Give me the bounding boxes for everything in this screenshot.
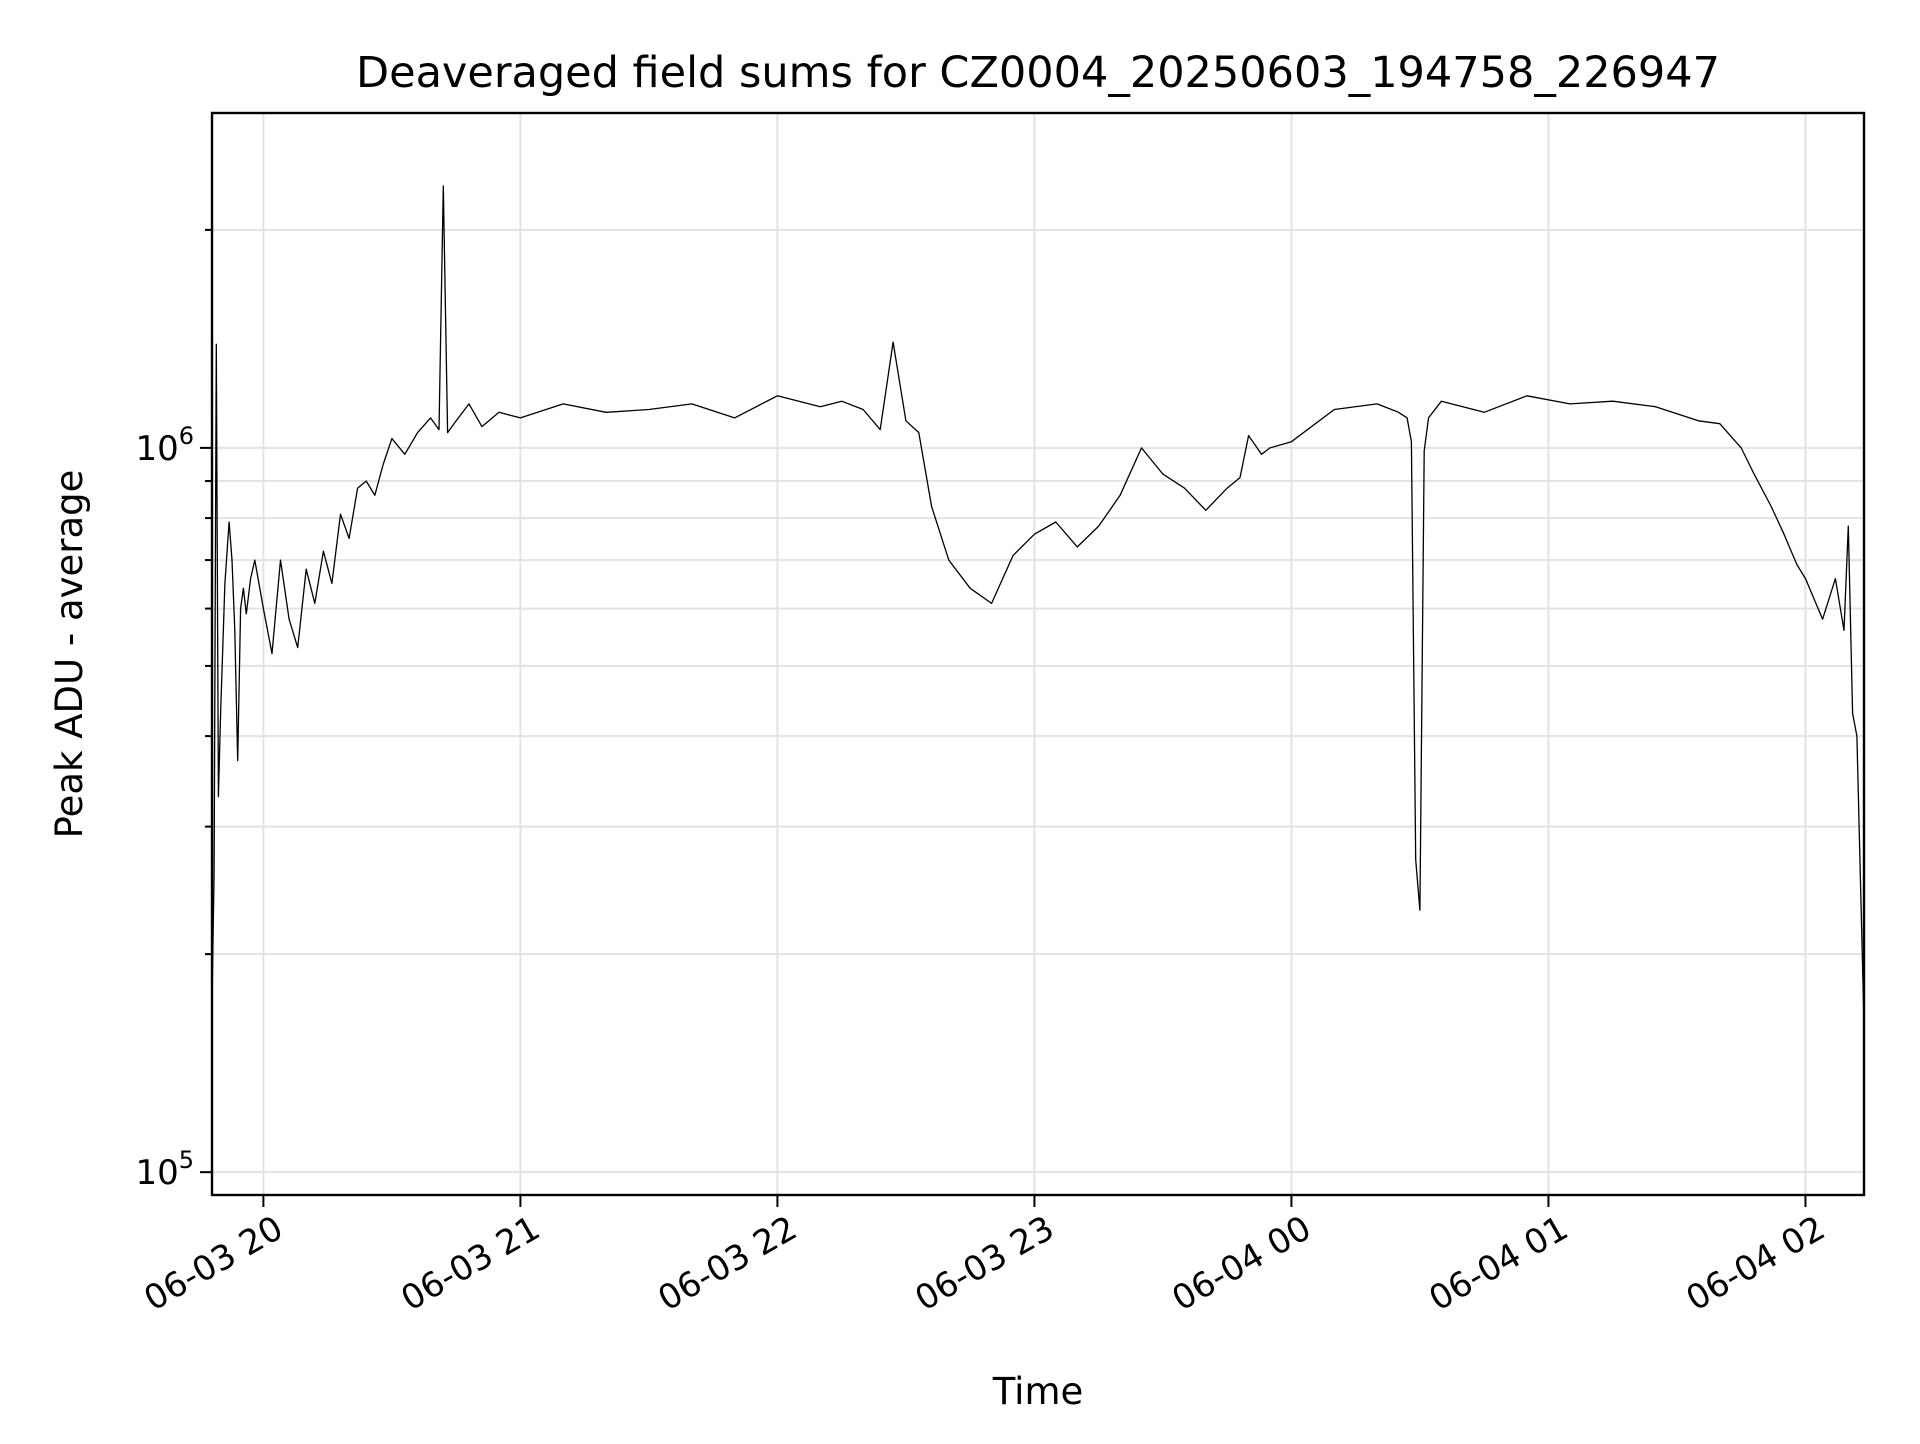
plot-frame <box>210 111 1866 1197</box>
y-tick-label: 105 <box>135 1146 194 1193</box>
series-layer <box>212 185 1864 1025</box>
series-line-0 <box>212 185 1864 1025</box>
y-axis-label: Peak ADU - average <box>48 470 91 839</box>
y-tick-base: 10 <box>135 1153 178 1193</box>
grid-lines <box>212 113 1864 1195</box>
y-tick-exponent: 5 <box>179 1146 194 1174</box>
chart-title: Deaveraged field sums for CZ0004_2025060… <box>356 48 1720 98</box>
y-tick-exponent: 6 <box>179 422 194 450</box>
y-tick-base: 10 <box>135 429 178 469</box>
x-axis-label: Time <box>992 1370 1084 1413</box>
y-tick-label: 106 <box>135 422 194 469</box>
